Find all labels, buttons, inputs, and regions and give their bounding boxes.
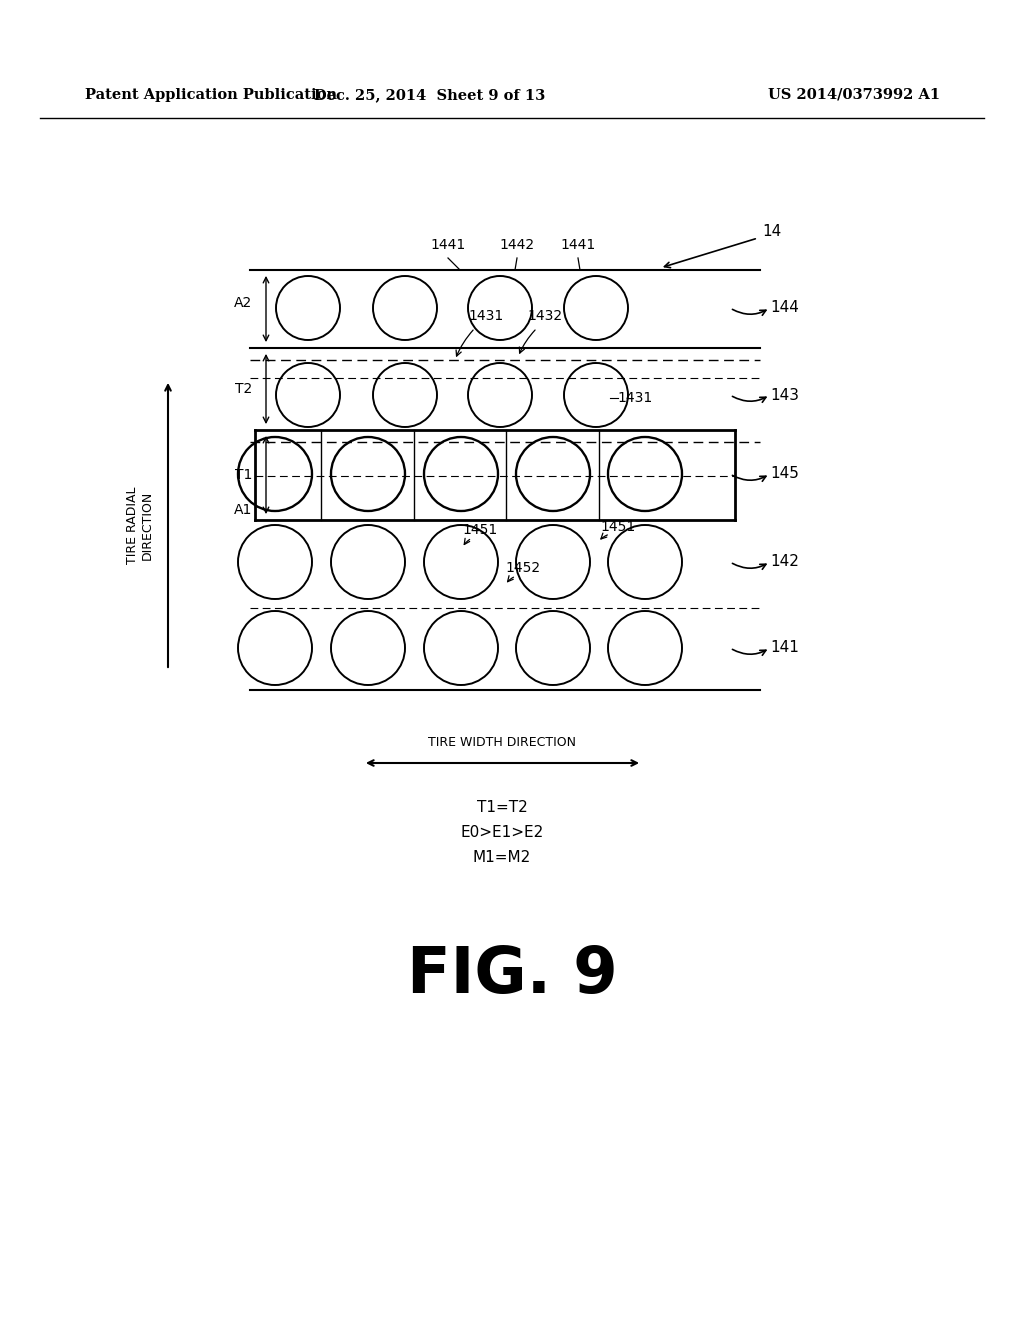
Text: 144: 144 [770, 301, 799, 315]
Text: 1431: 1431 [468, 309, 503, 323]
Text: TIRE RADIAL
DIRECTION: TIRE RADIAL DIRECTION [126, 486, 154, 564]
Text: 14: 14 [762, 224, 781, 239]
Text: US 2014/0373992 A1: US 2014/0373992 A1 [768, 88, 940, 102]
Text: 1431: 1431 [617, 391, 652, 405]
Text: 1452: 1452 [505, 561, 540, 576]
Text: M1=M2: M1=M2 [473, 850, 531, 865]
Text: 142: 142 [770, 554, 799, 569]
Text: E0>E1>E2: E0>E1>E2 [461, 825, 544, 840]
Text: 1441: 1441 [560, 238, 596, 252]
Text: 143: 143 [770, 388, 799, 403]
Text: A1: A1 [233, 503, 252, 517]
Text: TIRE WIDTH DIRECTION: TIRE WIDTH DIRECTION [428, 737, 575, 748]
Text: 1432: 1432 [527, 309, 562, 323]
Text: A2: A2 [233, 296, 252, 310]
Text: 1441: 1441 [430, 238, 466, 252]
Text: 1451: 1451 [600, 520, 635, 535]
Text: 145: 145 [770, 466, 799, 482]
Text: T2: T2 [234, 381, 252, 396]
Text: Patent Application Publication: Patent Application Publication [85, 88, 337, 102]
Text: T1: T1 [234, 469, 252, 482]
Text: T1=T2: T1=T2 [476, 800, 527, 814]
Text: 1442: 1442 [500, 238, 535, 252]
Text: 141: 141 [770, 640, 799, 656]
Text: FIG. 9: FIG. 9 [407, 944, 617, 1006]
Text: 1451: 1451 [462, 523, 498, 537]
Text: Dec. 25, 2014  Sheet 9 of 13: Dec. 25, 2014 Sheet 9 of 13 [314, 88, 546, 102]
